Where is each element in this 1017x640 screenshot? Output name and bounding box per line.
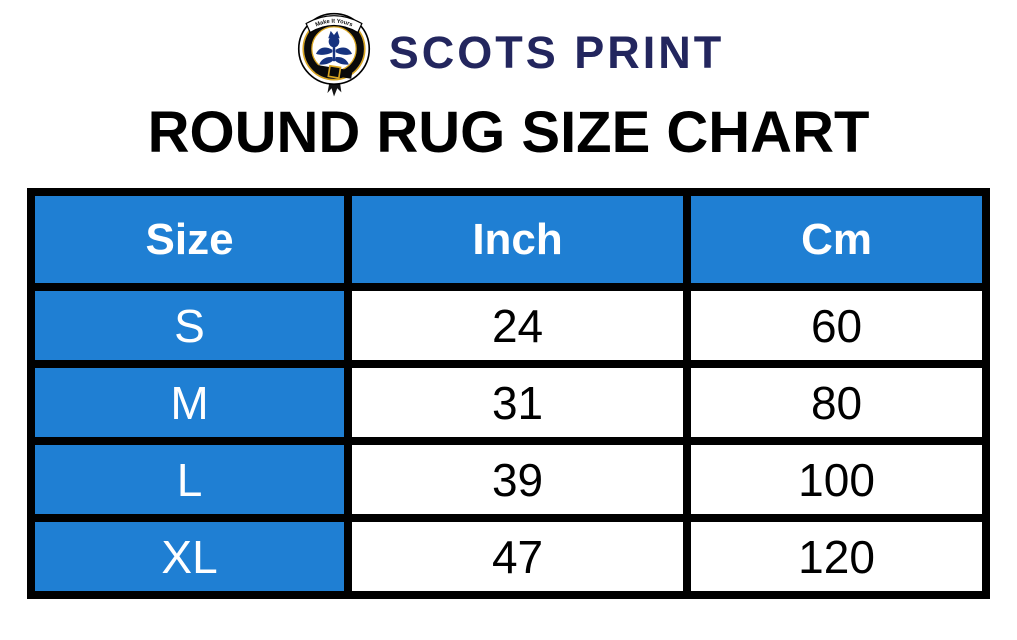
cm-value-cell: 80 [683,360,990,445]
clan-crest-logo-icon: Make It Yours [293,6,375,100]
size-chart-table: Size Inch Cm S 24 60 M 31 80 L 39 100 XL… [26,188,990,599]
column-header-size: Size [26,188,353,291]
size-label-cell: M [26,360,353,445]
table-row-m: M 31 80 [26,360,990,445]
cm-value-cell: 100 [683,437,990,522]
inch-value-cell: 31 [344,360,692,445]
size-label-cell: XL [26,514,353,599]
inch-value-cell: 39 [344,437,692,522]
column-header-inch: Inch [344,188,692,291]
svg-text:Make It Yours: Make It Yours [314,19,353,29]
cm-value-cell: 60 [683,283,990,368]
page-title: ROUND RUG SIZE CHART [147,100,870,165]
ribbon-banner [305,15,363,34]
brand-header: Make It Yours SCOTS PRINT [0,0,1017,98]
cm-value-cell: 120 [683,514,990,599]
thistle-badge-icon: Make It Yours [297,12,370,97]
ribbon-tagline: Make It Yours [314,19,353,29]
thistle-icon [315,30,352,65]
brand-name: SCOTS PRINT [388,27,725,78]
table-row-xl: XL 47 120 [26,514,990,599]
size-label-cell: S [26,283,353,368]
table-row-l: L 39 100 [26,437,990,522]
inch-value-cell: 24 [344,283,692,368]
table-header-row: Size Inch Cm [26,188,990,291]
column-header-cm: Cm [683,188,990,291]
size-label-cell: L [26,437,353,522]
belt-buckle-icon [315,64,353,79]
inch-value-cell: 47 [344,514,692,599]
table-row-s: S 24 60 [26,283,990,368]
